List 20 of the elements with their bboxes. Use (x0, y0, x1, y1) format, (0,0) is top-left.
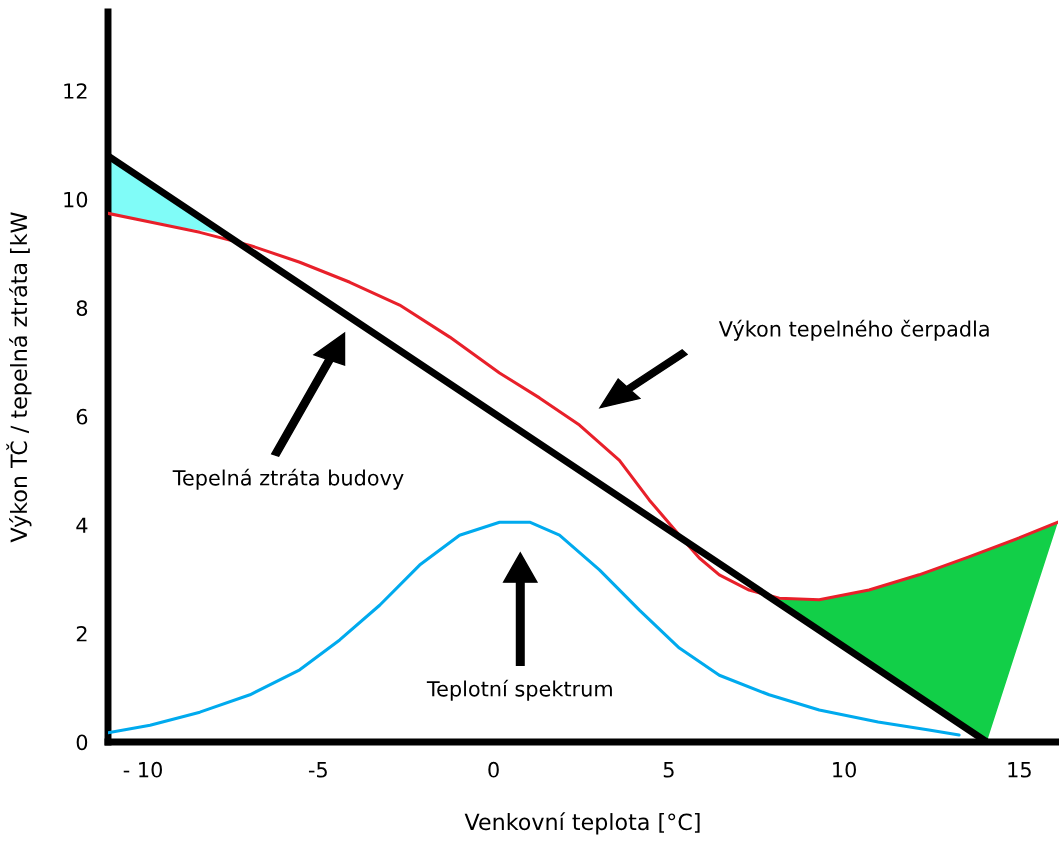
annotation: Teplotní spektrum (426, 679, 612, 701)
x-tick-label: -5 (308, 762, 327, 778)
annotation: Výkon tepelného čerpadla (718, 319, 989, 341)
y-axis-title: Výkon TČ / tepelná ztráta [kW (6, 212, 32, 543)
x-tick-label: 0 (488, 761, 499, 778)
line-series (108, 520, 961, 737)
y-tick-label: 8 (76, 300, 88, 317)
y-tick-label: 12 (64, 83, 87, 99)
y-tick-label: 2 (76, 625, 87, 642)
x-tick-label: - 10 (123, 761, 162, 778)
x-tick-label: 10 (833, 761, 856, 778)
y-tick-label: 0 (76, 734, 88, 751)
x-axis-title: Venkovní teplota [°C] (464, 812, 700, 835)
y-tick-label: 4 (76, 517, 88, 533)
x-tick-label: 5 (663, 762, 674, 778)
annotation: Tepelná ztráta budovy (172, 468, 404, 490)
y-tick-label: 6 (76, 408, 88, 425)
line-series (108, 211, 1058, 602)
y-tick-label: 10 (64, 191, 88, 208)
x-tick-label: 15 (1008, 762, 1031, 778)
